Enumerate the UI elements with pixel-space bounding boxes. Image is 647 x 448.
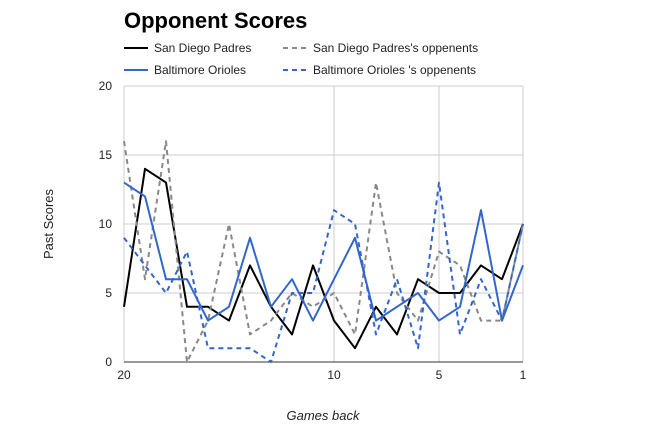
x-tick-label: 10 — [327, 368, 341, 382]
y-axis-label: Past Scores — [41, 188, 56, 259]
legend-entry-4: Baltimore Orioles 's oppenents — [283, 63, 476, 77]
legend-entry-2: San Diego Padres's oppenents — [283, 41, 478, 55]
legend-label: San Diego Padres's oppenents — [313, 41, 478, 55]
series-layer — [123, 140, 524, 363]
legend-entry-1: San Diego Padres — [124, 41, 251, 55]
series-line-1 — [123, 167, 524, 350]
chart-title: Opponent Scores — [124, 8, 307, 33]
legend: San Diego Padres San Diego Padres's oppen… — [124, 41, 478, 77]
series-line-4 — [123, 181, 524, 363]
legend-entry-3: Baltimore Orioles — [124, 63, 246, 77]
legend-label: Baltimore Orioles — [154, 63, 246, 77]
y-tick-label: 15 — [99, 148, 113, 162]
y-tick-label: 0 — [105, 355, 112, 369]
x-tick-label: 1 — [520, 368, 527, 382]
y-tick-label: 10 — [99, 217, 113, 231]
legend-label: Baltimore Orioles 's oppenents — [313, 63, 476, 77]
y-tick-label: 5 — [105, 286, 112, 300]
x-tick-label: 20 — [117, 368, 131, 382]
x-axis-label: Games back — [287, 408, 361, 423]
series-line-3 — [123, 181, 524, 322]
y-tick-label: 20 — [99, 79, 113, 93]
legend-label: San Diego Padres — [154, 41, 251, 55]
tick-labels: 0 5 10 15 20 20 10 5 1 — [99, 79, 527, 382]
x-tick-label: 5 — [436, 368, 443, 382]
